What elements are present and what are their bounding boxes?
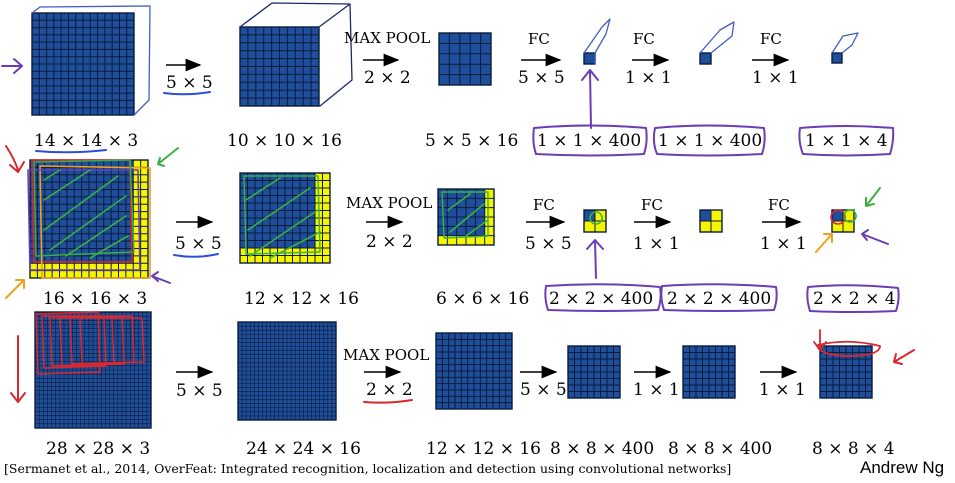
row1-conv-filter: 5 × 5	[166, 73, 213, 93]
row3-fc3-filter: 1 × 1	[759, 380, 806, 400]
orange-arrow-row2	[5, 279, 25, 299]
author-name: Andrew Ng	[860, 458, 945, 477]
purple-box-row1-fc2	[652, 124, 766, 157]
citation: [Sermanet et al., 2014, OverFeat: Integr…	[4, 461, 732, 476]
row2-fc1-op: FC	[533, 196, 555, 214]
row3-fc2-grid	[682, 345, 736, 399]
red-arrow-row3-right	[893, 349, 915, 365]
row3-pool-grid	[435, 332, 513, 410]
purple-arrow-row2-fc3	[861, 229, 889, 245]
green-hatch-row2-input	[43, 169, 129, 259]
purple-box-row1-fc3	[798, 125, 895, 157]
green-hatch-row2-conv	[245, 177, 321, 259]
row3-fc3-grid	[819, 345, 873, 399]
green-box-row2-pool	[441, 191, 489, 239]
row2-fc3-filter: 1 × 1	[760, 234, 807, 254]
green-hatch-row2-pool	[447, 193, 489, 237]
blue-underline-row1	[163, 91, 211, 96]
row3-pool-op: MAX POOL	[343, 346, 430, 364]
row3-fc3-output-dims: 8 × 8 × 4	[812, 439, 895, 459]
purple-box-row2-fc3	[806, 284, 900, 313]
green-arrow-row2-fc3	[865, 187, 881, 207]
row1-input-grid	[31, 12, 135, 116]
red-down-arrow-row3	[10, 335, 26, 403]
row1-fc3-depth-lines	[831, 32, 859, 54]
row1-fc2-output-dims: 1 × 1 × 400	[658, 131, 763, 151]
row1-fc3-output-dims: 1 × 1 × 4	[805, 131, 888, 151]
row1-input-depth-lines	[31, 5, 151, 116]
row1-conv-output-dims: 10 × 10 × 16	[227, 131, 342, 151]
row3-input-grid	[34, 311, 152, 429]
row2-fc2-output-dims: 2 × 2 × 400	[667, 289, 772, 309]
row2-fc2-filter: 1 × 1	[633, 234, 680, 254]
row2-fc3-op: FC	[768, 196, 790, 214]
row2-pool-op: MAX POOL	[346, 194, 433, 212]
row1-input-dims: 14 × 14 × 3	[34, 131, 139, 151]
blue-underline-row2	[173, 253, 219, 258]
purple-up-arrow-row2	[586, 239, 604, 279]
row1-pool-op: MAX POOL	[344, 29, 431, 47]
row1-fc2-filter: 1 × 1	[625, 68, 672, 88]
row2-conv-output-dims: 12 × 12 × 16	[244, 289, 359, 309]
purple-up-arrow-row1	[581, 69, 599, 129]
row2-pool-output-dims: 6 × 6 × 16	[436, 289, 530, 309]
green-circle-row2-fc3	[843, 209, 857, 223]
row1-conv-depth-lines	[239, 2, 353, 107]
row2-pool-size: 2 × 2	[366, 232, 413, 252]
row3-conv-filter: 5 × 5	[176, 381, 223, 401]
row3-fc1-filter: 5 × 5	[520, 380, 567, 400]
row3-pool-output-dims: 12 × 12 × 16	[426, 439, 541, 459]
row1-pool-output-dims: 5 × 5 × 16	[425, 131, 519, 151]
row2-fc2-grid	[699, 209, 723, 233]
orange-box-row2	[39, 165, 151, 279]
row3-fc1-output-dims: 8 × 8 × 400	[550, 439, 655, 459]
row1-fc3-filter: 1 × 1	[752, 68, 799, 88]
row1-fc3-cell	[831, 52, 843, 64]
row1-fc1-depth-lines	[583, 18, 611, 65]
red-circle-row2-fc3	[830, 209, 846, 225]
row1-fc2-depth-lines	[699, 21, 735, 54]
row1-fc1-filter: 5 × 5	[518, 68, 565, 88]
green-box-row2-input	[33, 159, 135, 257]
row2-fc2-op: FC	[641, 196, 663, 214]
row3-pool-size: 2 × 2	[366, 380, 413, 400]
row3-input-dims: 28 × 28 × 3	[46, 439, 151, 459]
green-circle-row2-fc1	[589, 211, 603, 225]
row2-fc3-output-dims: 2 × 2 × 4	[813, 289, 896, 309]
row2-conv-filter: 5 × 5	[175, 234, 222, 254]
purple-box-row2-fc1	[544, 283, 662, 312]
green-arrow-row2	[157, 147, 179, 167]
row1-pool-size: 2 × 2	[364, 68, 411, 88]
row3-conv-output-dims: 24 × 24 × 16	[246, 439, 361, 459]
row2-fc1-output-dims: 2 × 2 × 400	[549, 289, 654, 309]
red-down-arrow-row2	[5, 145, 25, 173]
red-boxes-row3-input	[35, 311, 145, 375]
purple-left-arrow-1	[1, 58, 23, 74]
row1-fc2-op: FC	[633, 30, 655, 48]
purple-arrow-row2	[151, 271, 171, 284]
row3-fc2-output-dims: 8 × 8 × 400	[668, 439, 773, 459]
red-oval-row3-fc3	[817, 340, 881, 357]
row3-fc2-filter: 1 × 1	[633, 380, 680, 400]
row1-fc3-op: FC	[760, 30, 782, 48]
row2-input-dims: 16 × 16 × 3	[43, 289, 148, 309]
purple-box-row2-input	[27, 169, 141, 271]
row1-fc1-op: FC	[528, 30, 550, 48]
red-underline-row3-pool	[363, 399, 413, 404]
row2-fc1-filter: 5 × 5	[525, 234, 572, 254]
row2-fc1-grid	[583, 209, 607, 233]
green-box-row2-conv	[243, 175, 321, 255]
row3-conv-grid	[237, 321, 337, 421]
purple-box-row1-fc1	[532, 124, 648, 157]
row1-fc2-cell	[699, 52, 712, 65]
row1-pool-grid	[438, 32, 492, 86]
blue-underline-14x14	[35, 149, 107, 154]
row3-fc1-grid	[567, 345, 621, 399]
row1-conv-grid	[239, 26, 320, 107]
row1-fc1-cell	[583, 52, 596, 65]
purple-box-row2-fc2	[660, 283, 778, 312]
row1-fc1-output-dims: 1 × 1 × 400	[537, 131, 642, 151]
orange-arrow-row2-fc3	[815, 233, 833, 253]
